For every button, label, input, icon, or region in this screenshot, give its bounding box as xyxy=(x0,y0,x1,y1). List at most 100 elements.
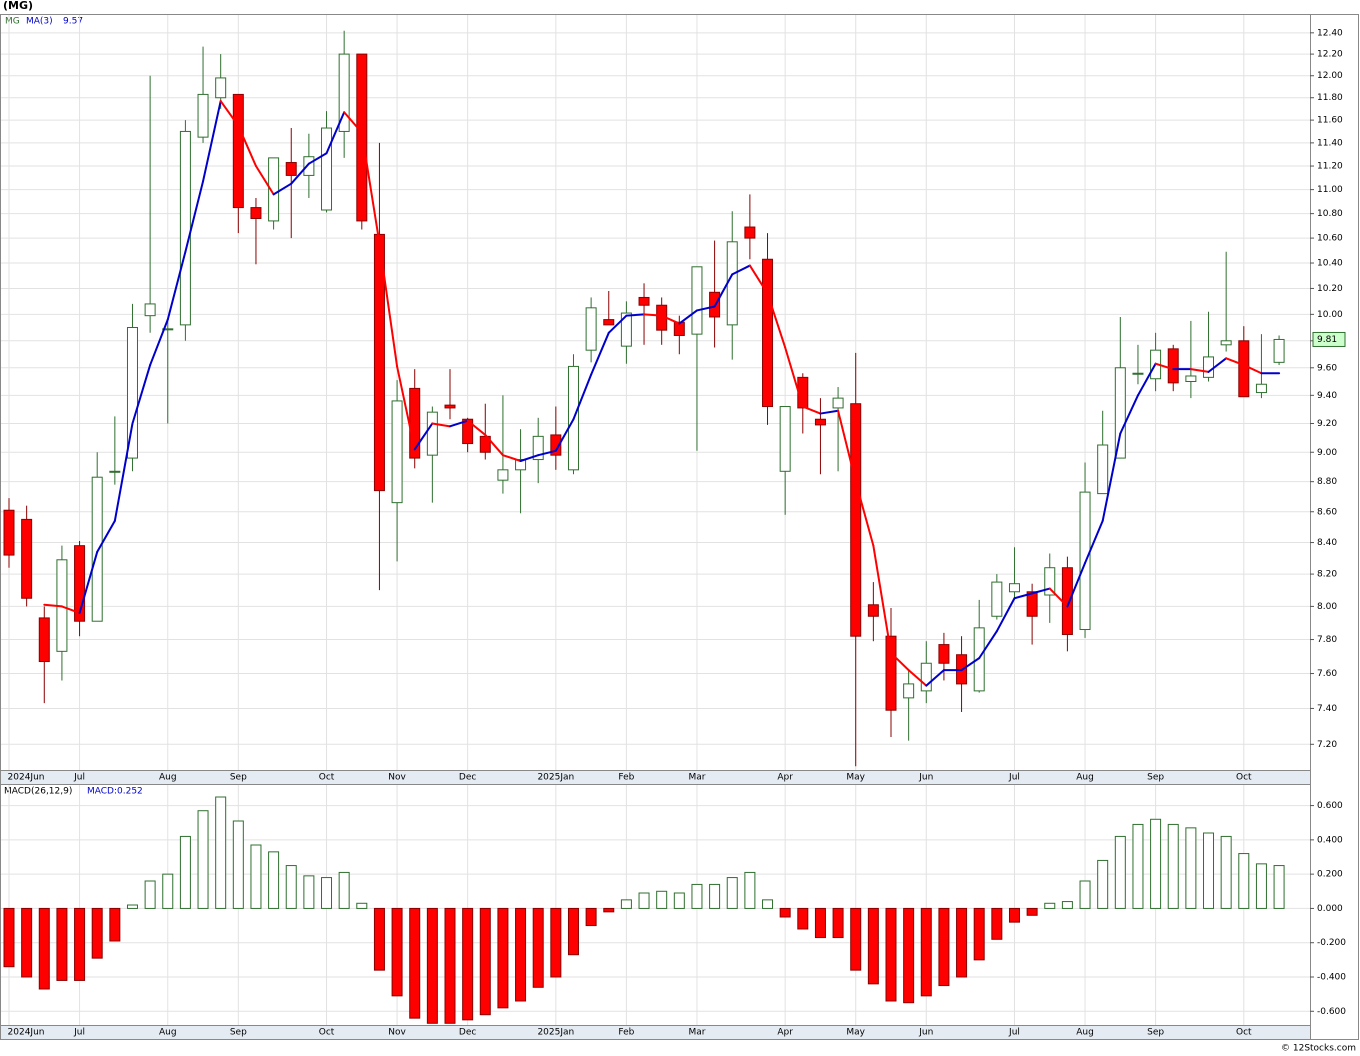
x-tick-label: Aug xyxy=(1076,1028,1094,1038)
y-tick-label: 11.00 xyxy=(1317,185,1343,195)
y-tick-label: -0.600 xyxy=(1317,1007,1346,1017)
macd-bar xyxy=(144,880,156,909)
candle-body xyxy=(744,226,756,239)
ma-line xyxy=(695,305,716,312)
x-tick-label: May xyxy=(846,1028,865,1038)
candle-body xyxy=(603,319,615,326)
x-tick-label: 2024Jun xyxy=(8,773,45,783)
macd-bar xyxy=(1203,832,1215,909)
x-tick-label: Oct xyxy=(1236,1028,1252,1038)
y-tick-label: 9.00 xyxy=(1317,448,1337,458)
ma-line xyxy=(272,182,293,196)
candle-body xyxy=(850,403,862,637)
macd-bar xyxy=(1220,835,1232,909)
x-tick-label: Sep xyxy=(230,773,247,783)
candle-body xyxy=(1044,567,1056,596)
macd-bar xyxy=(850,907,862,971)
candle-body xyxy=(550,434,562,456)
ma-line xyxy=(731,264,751,276)
macd-bar xyxy=(285,865,297,909)
y-tick-label: 10.80 xyxy=(1317,209,1343,219)
candle-body xyxy=(91,476,103,622)
last-price-box xyxy=(1312,331,1346,347)
y-tick-label: 11.80 xyxy=(1317,93,1343,103)
candle-body xyxy=(1008,583,1020,593)
axis-frame xyxy=(1310,14,1359,1040)
macd-bar xyxy=(620,899,632,909)
ma-line xyxy=(607,314,628,334)
macd-bar xyxy=(1238,853,1250,909)
candle-body xyxy=(215,77,227,99)
ma-line xyxy=(872,544,892,655)
x-tick-label: Aug xyxy=(1076,773,1094,783)
x-tick-label: Sep xyxy=(230,1028,247,1038)
ma-line xyxy=(590,331,610,376)
candle-body xyxy=(338,53,350,132)
y-tick-label: -0.400 xyxy=(1317,973,1346,983)
x-tick-label: 2025Jan xyxy=(537,1028,574,1038)
macd-bar xyxy=(1167,823,1179,909)
y-tick-label: 8.60 xyxy=(1317,507,1337,517)
macd-bar xyxy=(638,892,650,909)
macd-bar xyxy=(1026,907,1038,916)
x-tick-label: Apr xyxy=(777,1028,793,1038)
y-tick-label: 9.40 xyxy=(1317,391,1337,401)
macd-bar xyxy=(3,907,15,968)
ma-line xyxy=(1013,592,1034,600)
ma-line xyxy=(1136,362,1157,397)
ma-line xyxy=(537,449,557,457)
macd-bar xyxy=(497,907,509,1009)
y-tick-label: 0.600 xyxy=(1317,801,1343,811)
candle-body xyxy=(3,509,15,556)
macd-bar xyxy=(126,904,138,909)
ma-line xyxy=(801,405,822,415)
candle-body xyxy=(515,459,527,471)
y-tick-label: 12.20 xyxy=(1317,50,1343,60)
y-tick-label: 7.20 xyxy=(1317,740,1337,750)
ma-line xyxy=(554,418,575,452)
macd-bar xyxy=(532,907,544,988)
candle-body xyxy=(462,418,474,445)
ma-line xyxy=(131,364,152,425)
y-tick-label: 9.60 xyxy=(1317,363,1337,373)
macd-bar xyxy=(1150,818,1162,909)
ma-line xyxy=(1031,587,1051,595)
ma-line xyxy=(907,669,928,687)
candle-body xyxy=(426,411,438,456)
legend-entry: MACD(26,12,9) xyxy=(4,787,72,797)
legend-entry: MA(3) xyxy=(26,17,53,27)
ma-line xyxy=(1242,364,1263,375)
macd-bar xyxy=(938,907,950,987)
ma-line xyxy=(237,124,257,168)
candle-body xyxy=(109,470,121,473)
ma-line xyxy=(413,422,434,451)
ma-line xyxy=(60,605,81,614)
candle-body xyxy=(285,162,297,176)
candle-body xyxy=(691,266,703,335)
x-tick-label: Nov xyxy=(388,773,406,783)
macd-bar xyxy=(356,902,368,909)
x-tick-label: Oct xyxy=(319,1028,335,1038)
candle-body xyxy=(762,258,774,408)
y-tick-label: 7.40 xyxy=(1317,704,1337,714)
ma-line xyxy=(660,314,681,325)
candle-body xyxy=(1114,367,1126,459)
ma-line xyxy=(254,165,275,196)
macd-bar xyxy=(74,907,86,981)
ma-line xyxy=(1066,561,1087,608)
macd-bar xyxy=(268,851,280,909)
y-tick-label: 0.200 xyxy=(1317,870,1343,880)
macd-bar xyxy=(21,907,33,978)
price-panel xyxy=(0,14,1311,771)
candle-body xyxy=(1255,383,1267,394)
candle-body xyxy=(38,617,50,663)
macd-bar xyxy=(1008,907,1020,923)
macd-bar xyxy=(1255,863,1267,909)
ma-line xyxy=(149,318,169,367)
candle-body xyxy=(391,400,403,504)
candle-body xyxy=(1061,567,1073,636)
y-tick-label: 7.80 xyxy=(1317,635,1337,645)
ma-line xyxy=(748,264,769,295)
ma-line xyxy=(378,242,399,368)
ma-line xyxy=(501,454,522,463)
